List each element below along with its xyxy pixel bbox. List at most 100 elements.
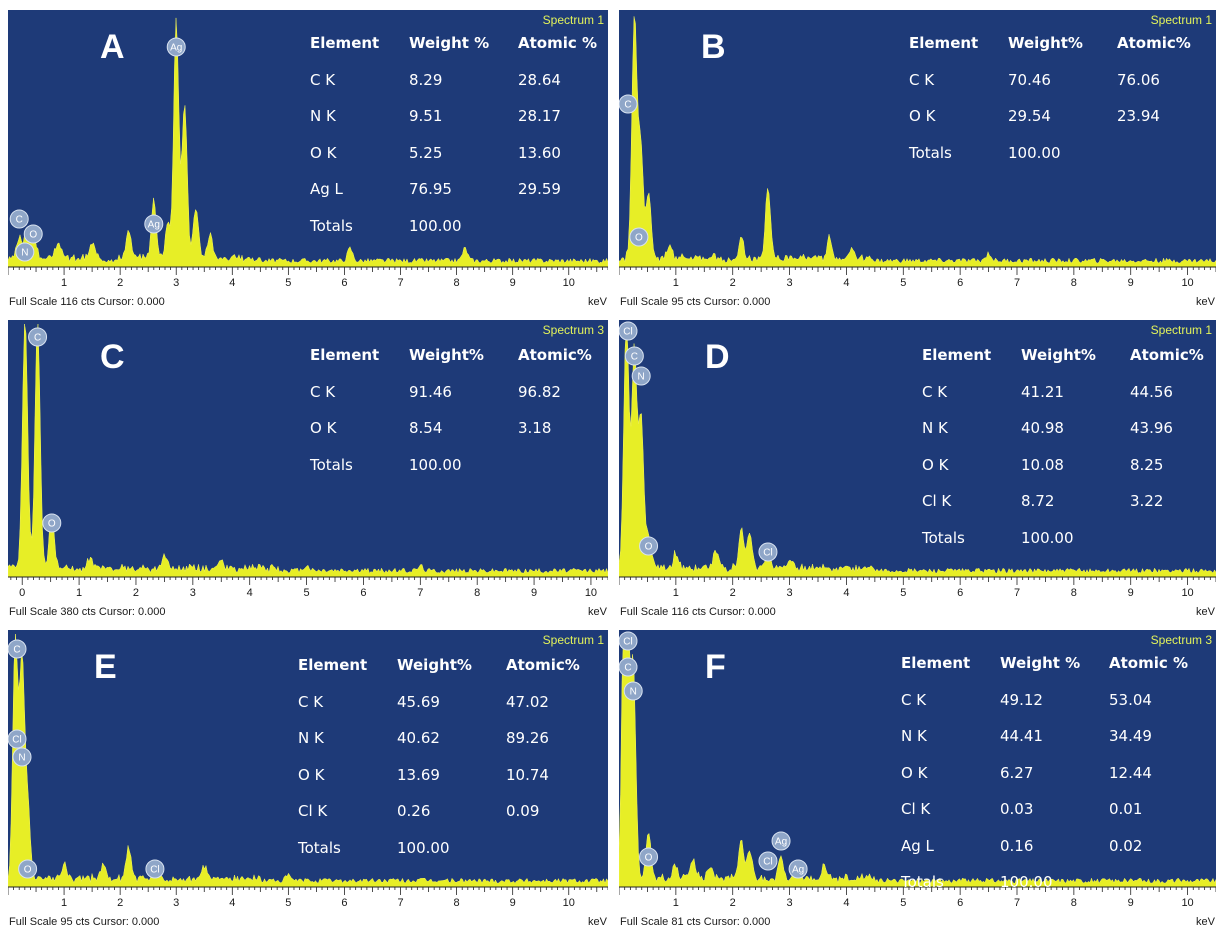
x-tick-label: 2 <box>117 277 123 289</box>
x-tick-label: 4 <box>843 587 849 599</box>
table-cell: 6.27 <box>1000 763 1034 782</box>
panel-a: 1 2 3 4 5 6 7 8 9 10 Ag Ag C O N A Spectrum 1 Full Scale … <box>8 10 608 312</box>
table-cell: 28.17 <box>518 107 561 125</box>
table-cell: C K <box>298 692 324 711</box>
table-cell: Totals <box>909 143 952 162</box>
table-cell: N K <box>901 727 927 745</box>
table-header-cell: Atomic % <box>1109 654 1188 672</box>
table-cell: 12.44 <box>1109 763 1152 782</box>
peak-label-badge: Cl <box>758 851 778 871</box>
unit-label: keV <box>1196 916 1215 928</box>
peak-label-text: C <box>13 645 20 656</box>
peak-label-text: C <box>631 352 638 363</box>
panel-f: 1 2 3 4 5 6 7 8 9 10 Cl C N O Ag Cl Ag F Spectrum 3 Full Sc… <box>619 630 1216 930</box>
x-tick-label: 9 <box>1128 277 1134 289</box>
table-header-cell: Element <box>310 34 380 52</box>
table-cell: 100.00 <box>1000 873 1053 891</box>
x-tick-label: 3 <box>173 897 179 909</box>
x-tick-label: 3 <box>787 897 793 909</box>
peak-label-badge: Ag <box>788 859 808 879</box>
peak-label-badge: O <box>629 227 649 247</box>
full-scale-readout: Full Scale 116 cts Cursor: 0.000 <box>9 296 165 308</box>
x-tick-label: 5 <box>900 897 906 909</box>
peak-label-badge: Cl <box>619 631 638 651</box>
unit-label: keV <box>1196 606 1215 618</box>
table-cell: 76.95 <box>409 180 452 198</box>
panel-letter: B <box>701 28 726 66</box>
plot-background <box>619 630 1216 887</box>
peak-label-badge: C <box>624 346 644 366</box>
axis-strip <box>8 577 608 622</box>
x-tick-label: 8 <box>474 587 480 599</box>
x-tick-label: 10 <box>563 277 575 289</box>
panel-c: 0 1 2 3 4 5 6 7 8 9 10 C O C Spectrum 3 Full Scale 380 … <box>8 320 608 622</box>
x-tick-label: 10 <box>1181 277 1193 289</box>
table-cell: 0.03 <box>1000 800 1034 818</box>
plot-background <box>619 320 1216 577</box>
spectrum-trace <box>8 17 608 268</box>
peak-label-badge: O <box>18 859 38 879</box>
peak-label-badge: Cl <box>619 321 638 341</box>
peak-label-text: Cl <box>763 548 772 559</box>
spectrum-label: Spectrum 1 <box>1150 323 1212 337</box>
peak-label-text: O <box>635 233 643 244</box>
peak-label-badge: C <box>28 327 48 347</box>
x-tick-label: 4 <box>247 587 253 599</box>
panel-letter: E <box>94 648 117 686</box>
x-tick-label: 7 <box>1014 897 1020 909</box>
x-tick-label: 2 <box>133 587 139 599</box>
unit-label: keV <box>1196 296 1215 308</box>
panel-letter: F <box>705 648 726 686</box>
table-cell: 3.22 <box>1130 492 1164 510</box>
table-header-cell: Atomic% <box>518 346 592 364</box>
x-tick-label: 6 <box>957 897 963 909</box>
table-cell: 8.54 <box>409 419 443 437</box>
peak-label-text: O <box>645 853 653 864</box>
table-header-cell: Element <box>298 656 368 674</box>
table-cell: 47.02 <box>506 692 549 711</box>
x-tick-label: 5 <box>285 897 291 909</box>
peak-label-badge: C <box>8 639 27 659</box>
x-tick-label: 2 <box>730 277 736 289</box>
table-cell: Ag L <box>901 836 934 855</box>
peak-label-badge: N <box>631 366 651 386</box>
table-cell: Cl K <box>901 800 931 818</box>
x-tick-label: 3 <box>787 277 793 289</box>
table-header-cell: Weight% <box>397 656 472 674</box>
peak-label-badge: Ag <box>166 37 186 57</box>
peak-label-text: C <box>16 215 23 226</box>
table-cell: 34.49 <box>1109 727 1152 745</box>
axis-strip <box>8 267 608 312</box>
peak-label-badge: N <box>623 681 643 701</box>
spectrum-trace <box>619 323 1216 578</box>
spectrum-trace <box>619 633 1216 888</box>
table-cell: 0.02 <box>1109 836 1143 855</box>
peak-label-text: Cl <box>12 735 21 746</box>
table-cell: O K <box>901 763 928 782</box>
table-cell: 100.00 <box>409 455 462 474</box>
table-cell: Totals <box>310 216 353 235</box>
table-cell: 0.16 <box>1000 836 1034 855</box>
table-cell: Cl K <box>922 492 952 510</box>
unit-label: keV <box>588 606 607 618</box>
table-cell: Totals <box>922 528 965 547</box>
x-tick-label: 7 <box>1014 587 1020 599</box>
plot-background <box>8 10 608 267</box>
table-cell: O K <box>310 143 337 162</box>
x-tick-label: 4 <box>229 277 235 289</box>
plot-background <box>8 320 608 577</box>
table-cell: 0.26 <box>397 802 431 820</box>
panel-letter: D <box>705 338 730 376</box>
spectrum-label: Spectrum 3 <box>1150 633 1212 647</box>
x-tick-label: 10 <box>585 587 597 599</box>
peak-label-text: Ag <box>148 220 160 231</box>
table-header-cell: Weight % <box>1000 654 1081 672</box>
table-header-cell: Element <box>901 654 971 672</box>
axis-strip <box>8 887 608 930</box>
peak-label-text: C <box>34 333 41 344</box>
table-cell: 10.08 <box>1021 455 1064 474</box>
table-cell: 0.01 <box>1109 800 1143 818</box>
spectrum-label: Spectrum 1 <box>542 633 604 647</box>
table-cell: 29.59 <box>518 180 561 198</box>
x-tick-label: 2 <box>730 587 736 599</box>
